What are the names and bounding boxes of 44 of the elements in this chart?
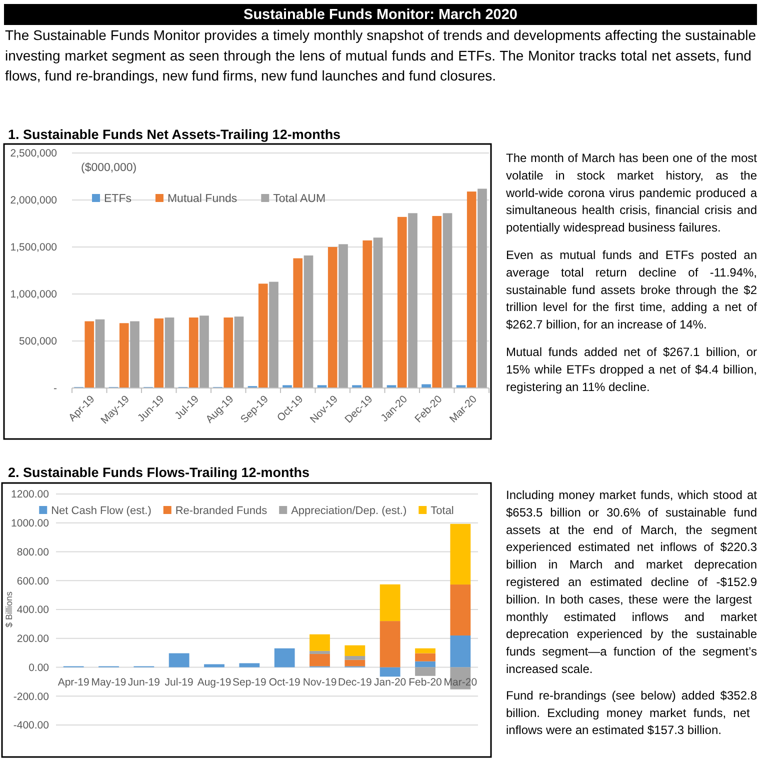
- x-tick-label: Oct-19: [268, 676, 300, 688]
- y-tick-label: -200.00: [13, 690, 50, 703]
- y-tick-label: 400.00: [16, 604, 50, 616]
- x-tick-label: Nov-19: [302, 676, 337, 688]
- legend-label: Appreciation/Dep. (est.): [291, 504, 407, 517]
- x-tick-label: Dec-19: [338, 676, 372, 688]
- y-tick-label: 1200.00: [11, 488, 50, 501]
- y-tick-label: 1000.00: [11, 518, 50, 530]
- legend-label: Mutual Funds: [167, 193, 238, 206]
- x-tick-label: May-19: [91, 676, 126, 688]
- chart-title: 1. Sustainable Funds Net Assets-Trailing 12-months: [8, 127, 341, 142]
- text: The Sustainable Funds Monitor provides a timely monthly snapshot of trends and developments affecting the sustainable investing market segment as seen through the lens of mutual funds and ETFs. The Monitor tracks total net assets, fund flows, fund re-brandings, new fund firms, new fund launches and fund closures.: [5, 27, 756, 84]
- y-tick-label: -400.00: [13, 720, 50, 732]
- x-tick-label: Sep-19: [232, 676, 267, 688]
- text: Even as mutual funds and ETFs posted an average total return decline of -11.94%, sustainable fund assets broke through the $2 trillion level for the first time, adding a net of $262.7 billion, for an increase of 14%.: [506, 248, 758, 332]
- y-axis-title: $ Billions: [4, 591, 14, 628]
- y-tick-label: 200.00: [16, 633, 50, 646]
- text: Fund re-brandings (see below) added $352.8 billion. Excluding money market funds, net inflows were an estimated $157.3 billion.: [506, 688, 758, 738]
- text: Sustainable Funds Monitor: March 2020: [244, 7, 518, 23]
- y-tick-label: 800.00: [16, 546, 50, 558]
- x-tick-label: Feb-20: [408, 676, 442, 688]
- x-tick-label: Jan-20: [374, 676, 406, 688]
- y-tick-label: -: [54, 382, 58, 395]
- y-tick-label: 0.00: [28, 662, 50, 674]
- x-tick-label: Jul-19: [164, 676, 194, 688]
- y-tick-label: 2,500,000: [10, 148, 58, 160]
- x-tick-label: Aug-19: [197, 676, 232, 688]
- y-tick-label: 500,000: [19, 336, 58, 348]
- x-tick-label: Apr-19: [58, 676, 90, 688]
- legend-label: ETFs: [104, 193, 132, 206]
- y-tick-label: 1,000,000: [10, 288, 58, 301]
- text: Including money market funds, which stood at $653.5 billion or 30.6% of sustainable fund assets at the end of March, the segment experienced estimated net inflows of $220.3 billion in March and market deprecation registered an estimated decline of -$152.9 billion. In both cases, these were the largest monthly estimated inflows and market deprecation experienced by the sustainable funds segment—a function of the segment’s increased scale.: [506, 488, 757, 676]
- y-tick-label: 2,000,000: [10, 194, 58, 207]
- legend-label: Total AUM: [273, 193, 326, 206]
- text: The month of March has been one of the most volatile in stock market history, as the world-wide corona virus pandemic produced a simultaneous health crisis, financial crisis and potentially widespread business failures.: [505, 151, 758, 235]
- legend-label: Total: [430, 504, 454, 517]
- y-tick-label: 600.00: [16, 575, 50, 588]
- legend-label: Net Cash Flow (est.): [51, 504, 152, 517]
- y-tick-label: 1,500,000: [10, 242, 58, 254]
- chart-title: 2. Sustainable Funds Flows-Trailing 12-months: [8, 465, 310, 480]
- text: ($000,000): [81, 162, 137, 174]
- x-tick-label: Jun-19: [128, 676, 160, 688]
- legend-label: Re-branded Funds: [175, 504, 268, 517]
- text: Mutual funds added net of $267.1 billion, or 15% while ETFs dropped a net of $4.4 billion, registering an 11% decline.: [506, 345, 758, 394]
